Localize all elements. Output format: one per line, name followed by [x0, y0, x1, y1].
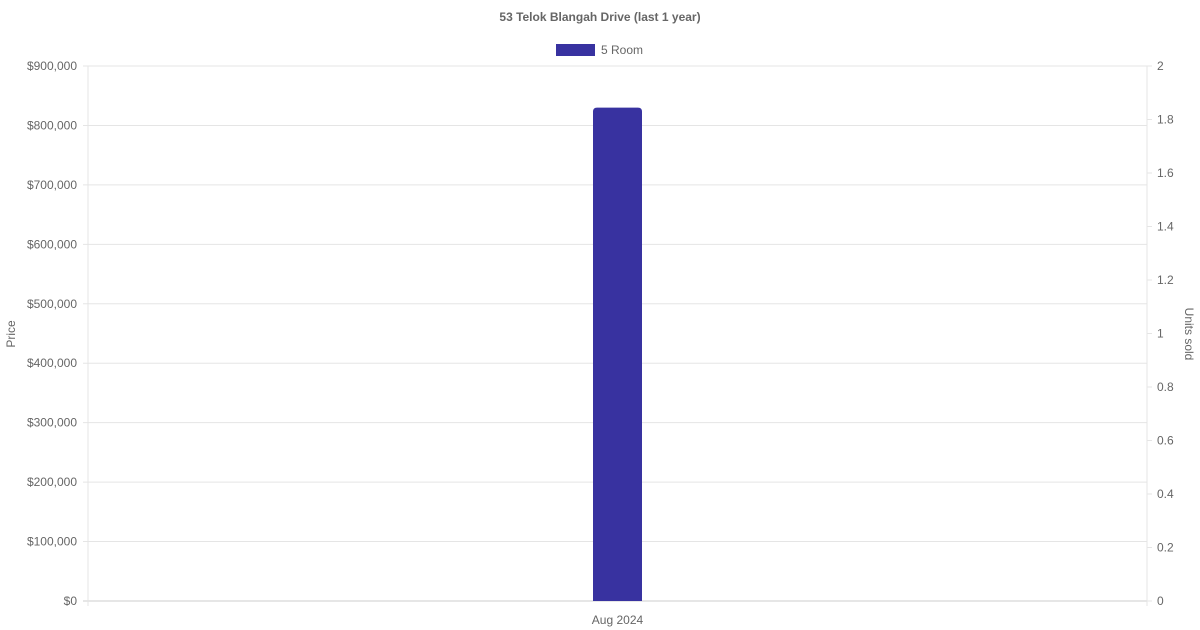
y-right-tick-label: 1.4	[1157, 220, 1174, 234]
bar	[593, 107, 642, 601]
y-tick-label: $100,000	[27, 535, 77, 549]
legend-swatch[interactable]	[556, 44, 595, 56]
y-axis-label: Price	[4, 320, 18, 348]
y-right-tick-label: 1.8	[1157, 113, 1174, 127]
y-tick-label: $700,000	[27, 178, 77, 192]
y-right-tick-label: 1	[1157, 327, 1164, 341]
y-right-tick-label: 1.6	[1157, 166, 1174, 180]
y-right-tick-label: 1.2	[1157, 273, 1174, 287]
y-tick-label: $400,000	[27, 356, 77, 370]
y-tick-label: $0	[64, 594, 78, 608]
y-tick-label: $800,000	[27, 118, 77, 132]
y-tick-label: $300,000	[27, 416, 77, 430]
y-right-tick-label: 0.8	[1157, 380, 1174, 394]
y-axis-right-label: Units sold	[1182, 308, 1196, 361]
y-right-tick-label: 0.6	[1157, 434, 1174, 448]
chart-title: 53 Telok Blangah Drive (last 1 year)	[499, 10, 700, 24]
y-tick-label: $500,000	[27, 297, 77, 311]
y-right-tick-label: 0	[1157, 594, 1164, 608]
y-right-tick-label: 0.2	[1157, 541, 1174, 555]
x-tick-label: Aug 2024	[592, 613, 644, 627]
y-tick-label: $900,000	[27, 59, 77, 73]
y-tick-label: $600,000	[27, 237, 77, 251]
y-right-tick-label: 0.4	[1157, 487, 1174, 501]
legend-label[interactable]: 5 Room	[601, 43, 643, 57]
y-tick-label: $200,000	[27, 475, 77, 489]
y-right-tick-label: 2	[1157, 59, 1164, 73]
